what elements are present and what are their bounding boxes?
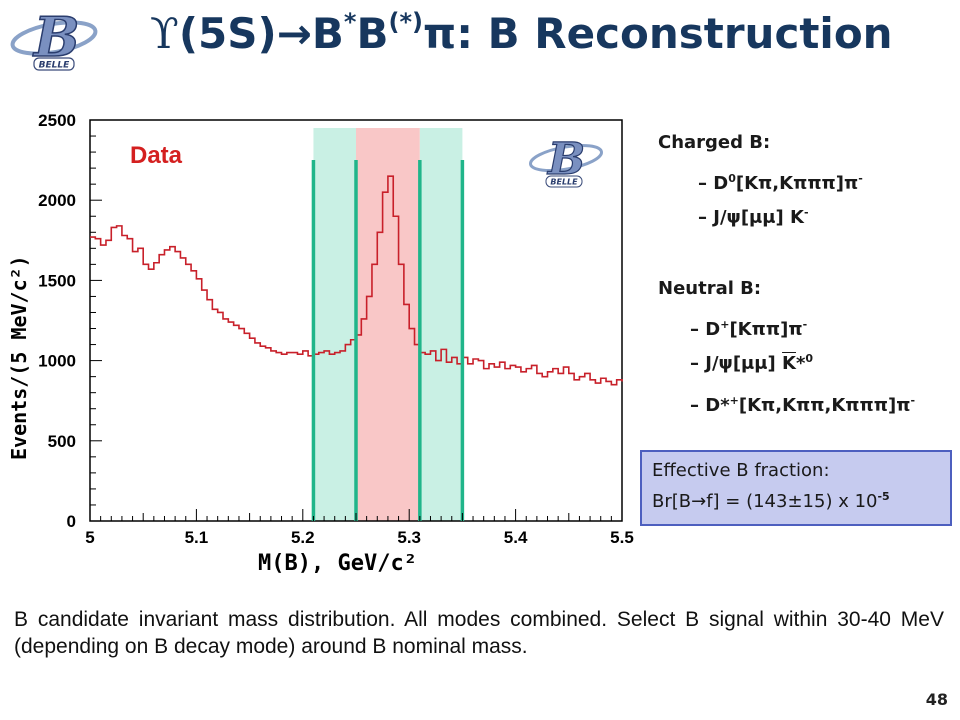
fraction-value: Br[B→f] = (143±15) x 10	[652, 491, 878, 512]
x-axis-label: M(B), GeV/c²	[258, 551, 417, 576]
charged-mode-2-sup: -	[804, 206, 809, 219]
charged-mode-1-post: [Kπ,Kπππ]π	[735, 173, 859, 194]
fraction-line-2: Br[B→f] = (143±15) x 10-5	[652, 484, 940, 515]
x-tick-label: 5.2	[291, 528, 315, 547]
neutral-mode-1: – D+[Kππ]π-	[690, 318, 807, 340]
mass-distribution-plot: 5 5.1 5.2 5.3 5.4 5.5 0 500 1000 1500 2000 2500 Da…	[7, 111, 634, 576]
title-part-3: π: B Reconstruction	[423, 9, 893, 58]
neutral-mode-2-sup: 0	[805, 352, 814, 365]
neutral-mode-3-sup2: -	[910, 394, 916, 407]
x-tick-label: 5	[85, 528, 94, 547]
neutral-mode-1-sup2: -	[802, 318, 808, 331]
y-tick-label: 1000	[38, 352, 76, 371]
y-tick-label: 0	[67, 512, 76, 531]
sideband-high	[419, 128, 463, 521]
page-number: 48	[925, 690, 948, 709]
neutral-mode-1-sup: +	[720, 318, 730, 331]
neutral-mode-1-post: [Kππ]π	[729, 319, 803, 340]
y-tick-label: 2500	[38, 111, 76, 130]
x-tick-label: 5.3	[397, 528, 421, 547]
y-axis-label: Events/(5 MeV/c²)	[7, 255, 31, 460]
neutral-mode-3: – D*+[Kπ,Kππ,Kπππ]π-	[690, 394, 915, 416]
selection-lines	[311, 160, 465, 521]
neutral-b-heading: Neutral B:	[658, 278, 762, 299]
caption-text: B candidate invariant mass distribution.…	[14, 608, 944, 658]
y-tick-label: 500	[48, 432, 76, 451]
y-tick-label: 2000	[38, 191, 76, 210]
effective-fraction-box: Effective B fraction: Br[B→f] = (143±15)…	[640, 450, 952, 526]
neutral-mode-3-pre: – D*	[690, 395, 730, 416]
charged-mode-2-pre: – J/ψ[μμ] K	[698, 207, 804, 228]
title-sup-2: (*)	[388, 8, 424, 36]
charged-mode-1-sup: 0	[728, 172, 736, 185]
title-part-1: (5S)→B	[178, 9, 344, 58]
charged-mode-2: – J/ψ[μμ] K-	[698, 206, 809, 228]
x-tick-label: 5.4	[504, 528, 528, 547]
belle-logo-inset: B BELLE	[528, 133, 604, 188]
charged-b-heading: Charged B:	[658, 132, 771, 153]
x-tick-label: 5.5	[610, 528, 634, 547]
fraction-line-1: Effective B fraction:	[652, 460, 830, 481]
selection-bands	[313, 128, 463, 521]
charged-mode-1-sup2: -	[858, 172, 863, 185]
belle-logo-top: B BELLE	[10, 4, 98, 71]
fraction-exponent: -5	[877, 490, 890, 503]
belle-logo-text: BELLE	[39, 61, 70, 71]
charged-mode-1-pre: – D	[698, 173, 729, 194]
y-tick-label: 1500	[38, 271, 76, 290]
neutral-mode-3-post: [Kπ,Kππ,Kπππ]π	[738, 395, 911, 416]
upsilon-symbol: ϒ	[150, 9, 179, 58]
neutral-mode-2: – J/ψ[μμ] K*0	[690, 352, 813, 374]
slide-title: ϒ(5S)→B*B(*)π: B Reconstruction	[150, 8, 893, 58]
x-tick-labels: 5 5.1 5.2 5.3 5.4 5.5	[85, 528, 634, 547]
neutral-mode-2-kbar: K	[782, 353, 796, 374]
histogram-line	[90, 175, 623, 386]
neutral-mode-1-pre: – D	[690, 319, 721, 340]
title-sup-1: *	[343, 8, 357, 36]
neutral-mode-2-pre: – J/ψ[μμ]	[690, 353, 783, 374]
sideband-low	[313, 128, 356, 521]
title-part-2: B	[356, 9, 389, 58]
neutral-mode-3-sup: +	[729, 394, 739, 407]
data-label: Data	[130, 142, 183, 169]
neutral-mode-2-star: *	[796, 353, 806, 374]
axis-ticks	[89, 119, 623, 522]
x-tick-label: 5.1	[185, 528, 209, 547]
charged-mode-1: – D0[Kπ,Kπππ]π-	[698, 172, 863, 194]
inset-logo-text: BELLE	[550, 178, 578, 187]
y-tick-labels: 0 500 1000 1500 2000 2500	[38, 111, 76, 531]
